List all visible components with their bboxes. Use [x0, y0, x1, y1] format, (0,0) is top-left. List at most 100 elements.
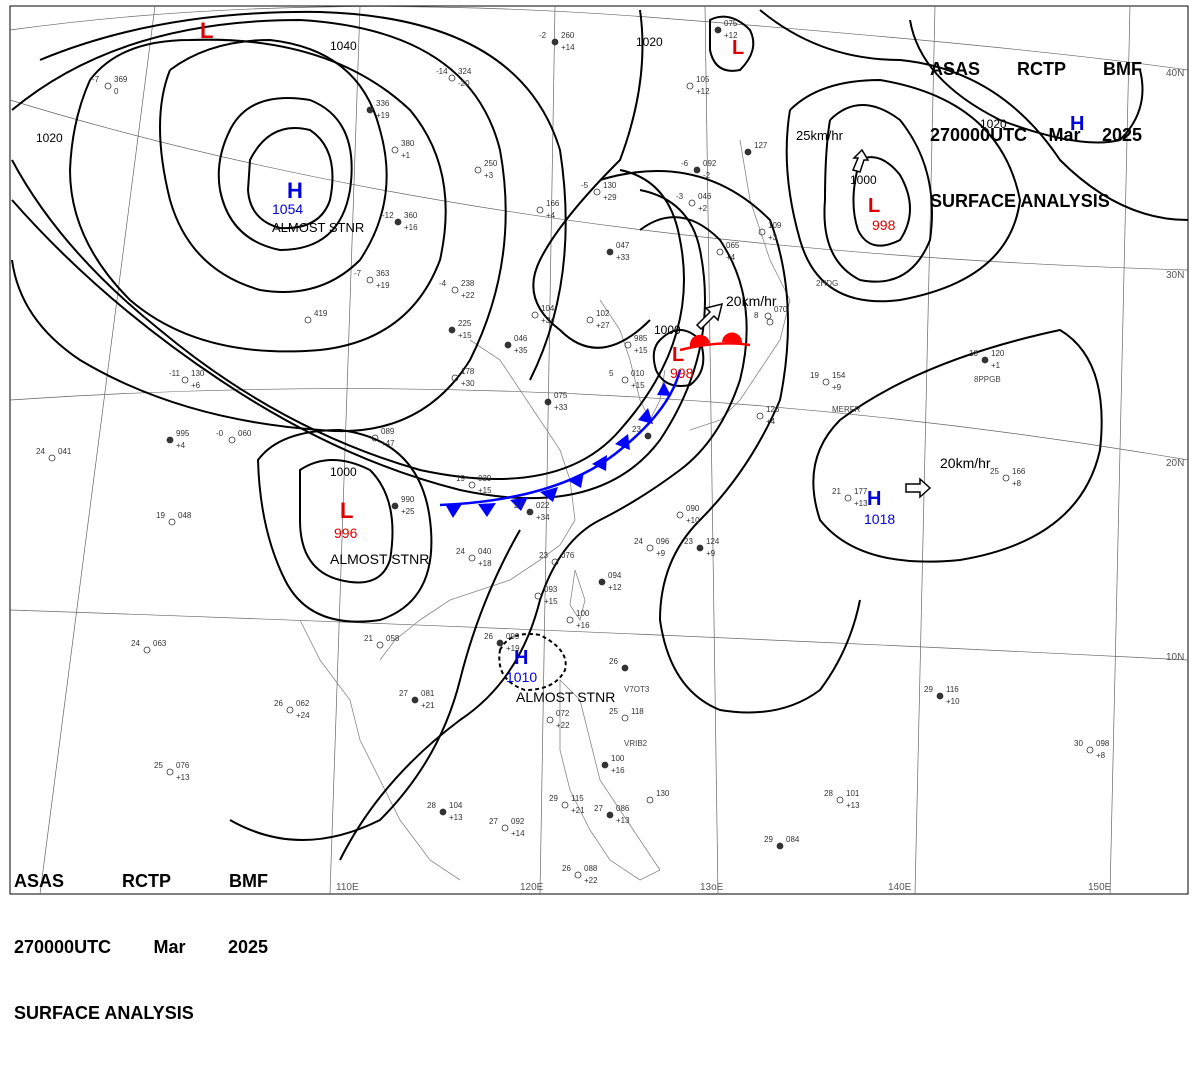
station-circle — [228, 436, 236, 444]
ship-id: 8PPGB — [974, 375, 1001, 384]
station-circle — [936, 692, 944, 700]
station-pressure: 100 — [611, 754, 625, 763]
station-tendency: +13 — [854, 499, 868, 508]
station-plot: 105+12 — [686, 75, 710, 96]
station-pressure: 102 — [596, 309, 610, 318]
station-pressure: 178 — [461, 367, 475, 376]
station-pressure: 104 — [449, 801, 463, 810]
cold-front-barb — [445, 504, 462, 518]
station-plot: 089+47 — [371, 427, 395, 448]
station-tendency: +4 — [766, 417, 776, 426]
station-pressure: 093 — [544, 585, 558, 594]
station-plot: 130 — [646, 789, 670, 804]
station-plot: -4 238 +22 — [439, 279, 475, 300]
isobar-label: 1040 — [330, 39, 357, 53]
low-marker: L — [868, 195, 880, 217]
low-marker: L — [200, 18, 213, 43]
station-circle — [551, 38, 559, 46]
station-circle — [48, 454, 56, 462]
station-plot: 19 039 +15 — [456, 474, 492, 495]
isobar-line — [11, 189, 706, 500]
station-tendency: +16 — [404, 223, 418, 232]
station-pressure: 260 — [561, 31, 575, 40]
station-tendency: +12 — [696, 87, 710, 96]
station-temperature: 24 — [131, 639, 140, 648]
station-plot: 28 104 +13 — [427, 801, 463, 822]
station-plot: -7 369 0 — [92, 75, 128, 96]
station-tendency: +47 — [381, 439, 395, 448]
station-circle — [586, 316, 594, 324]
station-tendency: +34 — [536, 513, 550, 522]
title-year: 2025 — [227, 937, 268, 957]
station-pressure: 130 — [191, 369, 205, 378]
station-tendency: +21 — [421, 701, 435, 710]
station-plot: 072+22 — [546, 709, 570, 730]
isobar-label: 1000 — [330, 465, 357, 479]
station-plot: 127 — [744, 141, 768, 156]
station-pressure: 115 — [571, 794, 584, 803]
ship-id: MERFR — [832, 405, 861, 414]
station-tendency: +13 — [176, 773, 190, 782]
ship-ids: 2HDG MERFR 8PPGB V7OT3 VRIB2 — [624, 279, 1001, 748]
station-plot: 380+1 — [391, 139, 415, 160]
station-circle — [504, 341, 512, 349]
cold-front-barb — [540, 487, 558, 502]
station-plot: 100+16 — [601, 754, 625, 775]
high-scs-note: ALMOST STNR — [516, 689, 615, 705]
station-plot: 166+4 — [536, 199, 560, 220]
station-tendency: +34 — [541, 316, 555, 325]
station-pressure: 010 — [631, 369, 645, 378]
station-plot: 29 115 +21 — [549, 794, 585, 815]
station-plot: 24 022 +34 — [514, 501, 550, 522]
station-circle — [621, 376, 629, 384]
high-marker: H — [1070, 113, 1084, 135]
station-plot: 21 177 +13 — [832, 487, 868, 508]
station-tendency: +27 — [596, 321, 610, 330]
station-pressure: 046 — [514, 334, 528, 343]
isobars — [11, 9, 1189, 861]
station-temperature: -4 — [439, 279, 447, 288]
station-tendency: +12 — [724, 31, 738, 40]
station-circle — [394, 218, 402, 226]
station-plot: 27 081 +21 — [399, 689, 435, 710]
high-mongolia-value: 1054 — [272, 201, 303, 217]
station-temperature: 19 — [456, 474, 465, 483]
station-plot: 104+34 — [531, 304, 555, 325]
parallel-line — [9, 609, 1189, 661]
station-temperature: 27 — [399, 689, 408, 698]
station-tendency: +24 — [296, 711, 310, 720]
station-plot: 100+16 — [566, 609, 590, 630]
station-circle — [451, 286, 459, 294]
station-pressure: 075 — [554, 391, 568, 400]
station-circle — [546, 716, 554, 724]
station-plot: 26 099 +19 — [484, 632, 520, 653]
station-pressure: 985 — [634, 334, 648, 343]
station-circle — [474, 166, 482, 174]
station-circle — [168, 518, 176, 526]
isobar-line — [217, 97, 353, 252]
station-plot: 225+15 — [448, 319, 472, 340]
station-plot: 19 048 — [156, 511, 192, 526]
indochina-coast — [299, 619, 461, 881]
high-scs-value: 1010 — [506, 669, 537, 685]
title-month: Mar — [153, 937, 186, 957]
station-pressure: 225 — [458, 319, 472, 328]
isobar-line — [159, 38, 388, 293]
meridian-line — [914, 5, 936, 895]
station-tendency: +16 — [611, 766, 625, 775]
isobar-line — [812, 328, 1103, 563]
station-plot: 21 058 — [364, 634, 400, 649]
station-pressure: 369 — [114, 75, 128, 84]
station-plot: 985+15 — [624, 334, 648, 355]
ship-id: V7OT3 — [624, 685, 650, 694]
station-temperature: -3 — [676, 192, 684, 201]
station-circle — [822, 378, 830, 386]
station-plot: 24 063 — [131, 639, 167, 654]
station-tendency: +21 — [571, 806, 585, 815]
station-pressure: 154 — [832, 371, 846, 380]
station-pressure: 063 — [153, 639, 167, 648]
lat-label: 10N — [1166, 652, 1184, 663]
station-tendency: +14 — [511, 829, 525, 838]
station-plot: 23 — [632, 425, 652, 440]
station-pressure: 130 — [656, 789, 670, 798]
